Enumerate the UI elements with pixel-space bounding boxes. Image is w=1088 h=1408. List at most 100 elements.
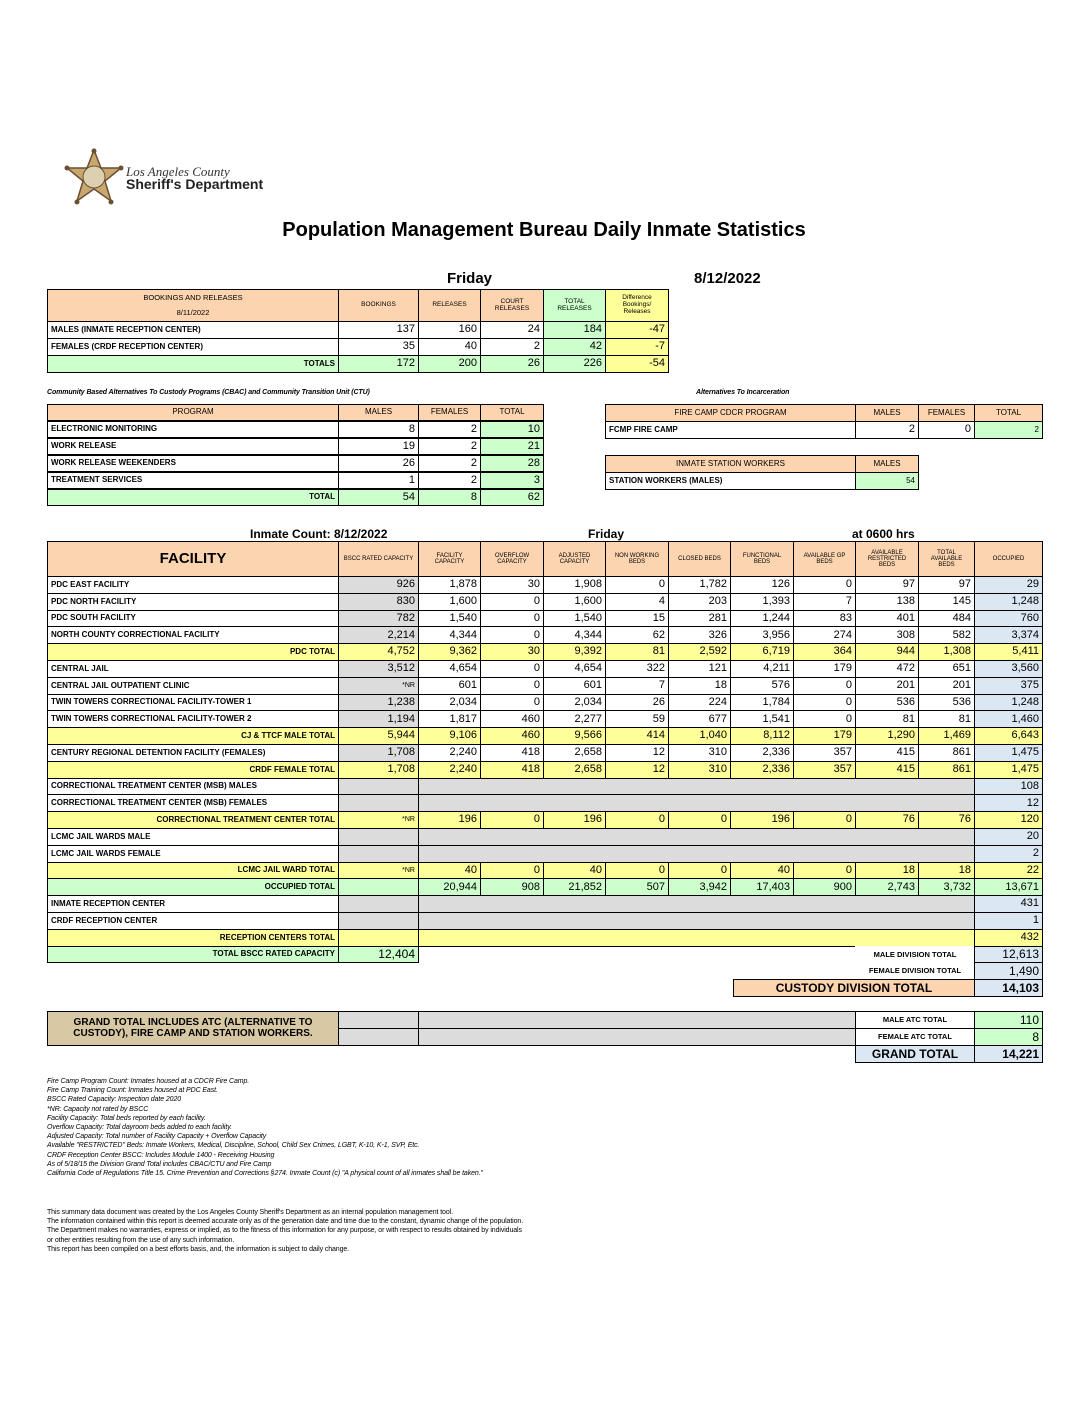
column-header: RELEASES xyxy=(418,289,481,322)
value-cell: 196 xyxy=(543,811,606,829)
count-label: Inmate Count: 8/12/2022 xyxy=(250,527,388,541)
value-cell: 62 xyxy=(480,489,544,506)
value-cell: 0 xyxy=(605,811,669,829)
value-cell: 0 xyxy=(668,811,731,829)
value-cell: 536 xyxy=(855,693,919,712)
value-cell: 3,732 xyxy=(918,878,975,897)
footnote: Facility Capacity: Total beds reported b… xyxy=(47,1114,206,1122)
column-header: MALES xyxy=(855,404,919,422)
value-cell: 97 xyxy=(855,576,919,594)
row-label: WORK RELEASE WEEKENDERS xyxy=(47,455,339,472)
row-label: PDC SOUTH FACILITY xyxy=(47,609,339,628)
value-cell: 26 xyxy=(338,455,419,472)
value-cell: 81 xyxy=(605,643,669,661)
row-label: INMATE RECEPTION CENTER xyxy=(47,895,339,913)
empty-cell xyxy=(338,844,419,863)
disclaimer-line: This summary data document was created b… xyxy=(47,1209,453,1216)
column-header: FACILITY CAPACITY xyxy=(418,541,481,577)
value-cell: 0 xyxy=(480,626,544,645)
value-cell: 375 xyxy=(974,676,1043,695)
value-cell: 97 xyxy=(918,576,975,594)
grand-label: GRAND TOTAL xyxy=(855,1045,975,1063)
row-label: CENTURY REGIONAL DETENTION FACILITY (FEM… xyxy=(47,744,339,762)
value-cell: 54 xyxy=(855,472,919,490)
value-cell: *NR xyxy=(338,861,419,880)
footnote: California Code of Regulations Title 15.… xyxy=(47,1170,483,1177)
footnote: As of 5/18/15 the Division Grand Total i… xyxy=(47,1160,272,1168)
value-cell: 431 xyxy=(974,895,1043,913)
value-cell: 8 xyxy=(338,421,419,438)
empty-cell xyxy=(418,895,975,913)
column-header: Difference Bookings/ Releases xyxy=(605,289,669,322)
value-cell: 2,658 xyxy=(543,744,606,762)
value-cell: 1,244 xyxy=(730,609,794,628)
value-cell: 30 xyxy=(480,576,544,594)
value-cell: 12 xyxy=(605,744,669,762)
value-cell: 26 xyxy=(480,355,544,373)
value-cell: 6,643 xyxy=(974,727,1043,745)
value-cell: 21 xyxy=(480,438,544,455)
column-header: FEMALES xyxy=(418,404,481,421)
value-cell: 81 xyxy=(918,710,975,729)
value-cell: 1,040 xyxy=(668,727,731,745)
value-cell: 0 xyxy=(793,811,856,829)
value-cell: 0 xyxy=(793,576,856,594)
value-cell: 2 xyxy=(418,472,481,489)
value-cell: 9,362 xyxy=(418,643,481,661)
column-header: MALES xyxy=(855,455,919,473)
grand-label: FEMALE ATC TOTAL xyxy=(855,1028,975,1046)
value-cell: 4 xyxy=(605,592,669,611)
value-cell: 760 xyxy=(974,609,1043,628)
value-cell: 310 xyxy=(668,744,731,762)
value-cell: 8,112 xyxy=(730,727,794,745)
value-cell: 201 xyxy=(855,676,919,695)
value-cell: 42 xyxy=(543,338,606,356)
row-label: PDC TOTAL xyxy=(47,643,339,661)
empty-cell xyxy=(418,828,975,846)
value-cell: 908 xyxy=(480,878,544,897)
value-cell: 4,654 xyxy=(418,660,481,678)
value-cell: 310 xyxy=(668,760,731,779)
row-label: PDC EAST FACILITY xyxy=(47,576,339,594)
atc-caption: Alternatives To Incarceration xyxy=(696,389,790,396)
value-cell: 1,460 xyxy=(974,710,1043,729)
row-label: LCMC JAIL WARD TOTAL xyxy=(47,861,339,880)
column-header: TOTAL xyxy=(974,404,1043,422)
value-cell: 196 xyxy=(418,811,481,829)
value-cell: 20 xyxy=(974,828,1043,846)
summary-value: 14,103 xyxy=(974,979,1043,997)
value-cell: 1,541 xyxy=(730,710,794,729)
value-cell: 414 xyxy=(605,727,669,745)
value-cell: 0 xyxy=(480,609,544,628)
bookings-title-cell: BOOKINGS AND RELEASES 8/11/2022 xyxy=(47,289,339,322)
value-cell: 40 xyxy=(543,861,606,880)
value-cell: 401 xyxy=(855,609,919,628)
summary-label: FEMALE DIVISION TOTAL xyxy=(855,962,975,981)
value-cell: 54 xyxy=(338,489,419,506)
value-cell: 1,540 xyxy=(418,609,481,628)
disclaimer-line: The information contained within this re… xyxy=(47,1218,524,1226)
row-label: OCCUPIED TOTAL xyxy=(47,878,339,897)
value-cell: 13,671 xyxy=(974,878,1043,897)
row-label: CJ & TTCF MALE TOTAL xyxy=(47,727,339,745)
value-cell: 226 xyxy=(543,355,606,373)
row-label: WORK RELEASE xyxy=(47,438,339,455)
value-cell: 184 xyxy=(543,321,606,339)
column-header: AVAILABLE GP BEDS xyxy=(793,541,856,577)
value-cell: 484 xyxy=(918,609,975,628)
bookings-title: BOOKINGS AND RELEASES xyxy=(143,292,243,302)
value-cell: 2,592 xyxy=(668,643,731,661)
value-cell: 460 xyxy=(480,710,544,729)
count-day: Friday xyxy=(588,527,625,541)
row-label: NORTH COUNTY CORRECTIONAL FACILITY xyxy=(47,626,339,645)
value-cell: 35 xyxy=(338,338,419,356)
value-cell: 6,719 xyxy=(730,643,794,661)
value-cell: 5,944 xyxy=(338,727,419,745)
value-cell: 2,240 xyxy=(418,744,481,762)
value-cell: 29 xyxy=(974,576,1043,594)
value-cell: 576 xyxy=(730,676,794,695)
value-cell: 40 xyxy=(418,338,481,356)
value-cell: 0 xyxy=(918,421,975,439)
value-cell: 472 xyxy=(855,660,919,678)
row-label: TOTAL BSCC RATED CAPACITY xyxy=(47,945,339,964)
